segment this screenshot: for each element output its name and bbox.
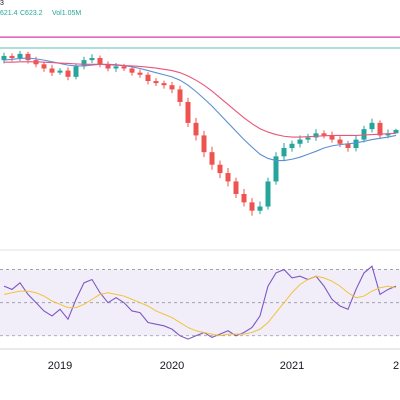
candle-body xyxy=(249,202,255,211)
candle-body xyxy=(145,74,151,82)
candle-body xyxy=(257,206,263,211)
rsi-line xyxy=(3,265,397,340)
candle-body xyxy=(289,143,295,148)
candle-body xyxy=(41,64,47,69)
candle-body xyxy=(369,122,375,130)
candle-body xyxy=(377,122,383,136)
candle-body xyxy=(121,66,127,69)
candle-body xyxy=(329,135,335,140)
moving-average xyxy=(4,61,397,138)
candle-body xyxy=(393,129,399,134)
x-tick-label: 2019 xyxy=(48,360,72,372)
candle-body xyxy=(153,81,159,84)
x-tick-label: 2 xyxy=(393,360,399,372)
candle-body xyxy=(193,122,199,136)
candle-body xyxy=(385,133,391,136)
candle-body xyxy=(137,72,143,75)
candle-body xyxy=(217,164,223,174)
candle-body xyxy=(353,139,359,148)
candle-body xyxy=(65,70,71,77)
header-text: Vol1.05M xyxy=(52,10,81,17)
candle-body xyxy=(105,64,111,69)
candle-body xyxy=(281,147,287,157)
candle-body xyxy=(97,58,103,65)
x-tick-label: 2020 xyxy=(160,360,184,372)
candle-body xyxy=(113,66,119,69)
candle-body xyxy=(57,70,63,73)
candle-body xyxy=(225,173,231,182)
x-tick-label: 2021 xyxy=(280,360,304,372)
candle-body xyxy=(129,68,135,73)
candle-body xyxy=(241,193,247,203)
candle-body xyxy=(161,83,167,86)
candle-body xyxy=(81,60,87,67)
candle-body xyxy=(265,181,271,207)
candle-body xyxy=(49,68,55,73)
candle-body xyxy=(17,53,23,59)
header-text: 621.4 xyxy=(0,10,18,17)
candle-body xyxy=(209,152,215,165)
candle-body xyxy=(233,181,239,194)
candle-body xyxy=(25,53,31,61)
candle-body xyxy=(1,55,7,61)
candle-body xyxy=(201,135,207,153)
candle-body xyxy=(337,139,343,144)
candle-body xyxy=(345,143,351,148)
candle-body xyxy=(313,133,319,138)
rsi-ma-line xyxy=(3,275,397,337)
moving-average xyxy=(3,57,397,162)
candle-body xyxy=(297,139,303,144)
candle-body xyxy=(321,133,327,136)
candle-body xyxy=(185,101,191,123)
candle-body xyxy=(89,58,95,61)
header-text: C623.2 xyxy=(20,10,43,17)
candle-body xyxy=(73,66,79,77)
candle-body xyxy=(9,55,15,59)
candle-body xyxy=(361,129,367,140)
candle-body xyxy=(273,156,279,182)
header-text: 3 xyxy=(0,0,4,7)
candle-body xyxy=(169,85,175,90)
candle-body xyxy=(305,137,311,140)
candle-body xyxy=(177,89,183,102)
